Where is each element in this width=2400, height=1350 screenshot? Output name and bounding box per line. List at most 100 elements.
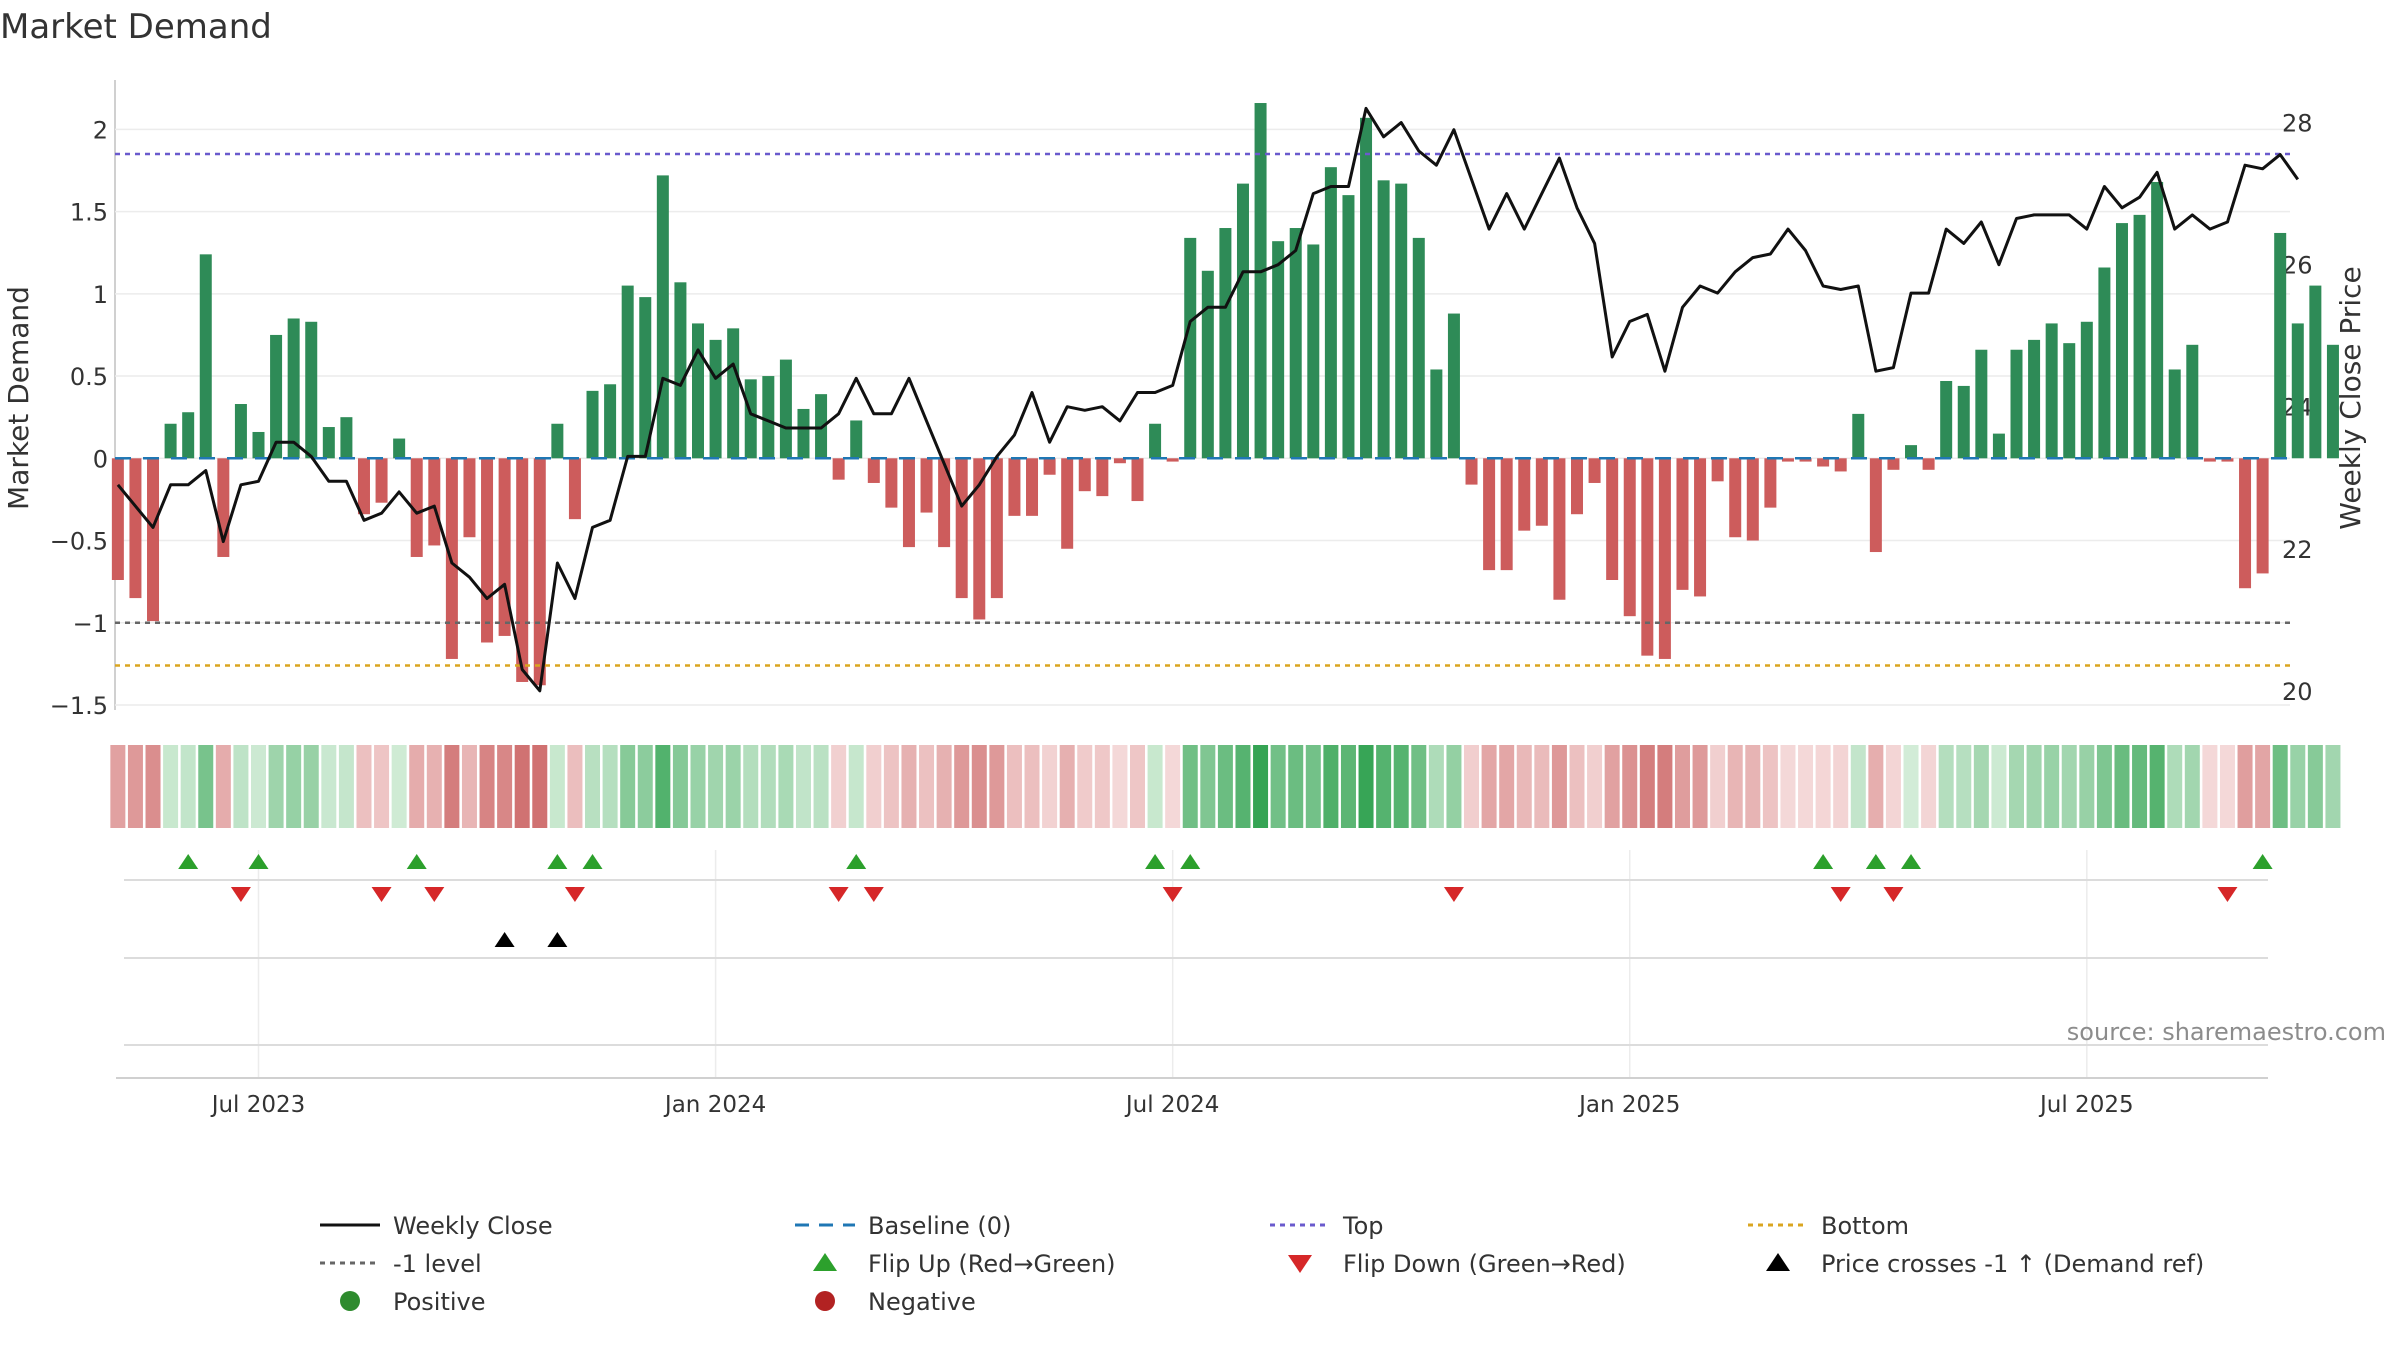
legend-swatch bbox=[1288, 1255, 1312, 1273]
heat-cell bbox=[2079, 745, 2095, 828]
main-plot: −1.5−1−0.500.511.522022242628 bbox=[50, 80, 2339, 720]
positive-demand-bar bbox=[2326, 344, 2339, 459]
heat-cell bbox=[989, 745, 1005, 828]
negative-demand-bar bbox=[129, 458, 142, 599]
negative-demand-bar bbox=[1078, 458, 1091, 492]
positive-demand-bar bbox=[2309, 285, 2322, 459]
heat-cell bbox=[374, 745, 390, 828]
y-tick-label: 0 bbox=[93, 445, 108, 473]
legend-label: Flip Down (Green→Red) bbox=[1343, 1250, 1626, 1278]
heat-cell bbox=[1235, 745, 1251, 828]
positive-demand-bar bbox=[850, 420, 863, 459]
heat-cell bbox=[1622, 745, 1638, 828]
heat-cell bbox=[1780, 745, 1796, 828]
x-tick-label: Jan 2025 bbox=[1577, 1092, 1680, 1118]
negative-demand-bar bbox=[1500, 458, 1513, 571]
heat-cell bbox=[655, 745, 671, 828]
heat-cell bbox=[2026, 745, 2042, 828]
x-tick-label: Jan 2024 bbox=[663, 1092, 766, 1118]
negative-demand-bar bbox=[920, 458, 933, 513]
heat-cell bbox=[795, 745, 811, 828]
y-tick-label: 0.5 bbox=[70, 363, 108, 391]
y2-tick-label: 20 bbox=[2282, 678, 2313, 706]
positive-demand-bar bbox=[2080, 321, 2093, 459]
positive-demand-bar bbox=[2186, 344, 2199, 459]
heat-cell bbox=[1270, 745, 1286, 828]
positive-demand-bar bbox=[1992, 433, 2005, 459]
legend-label: Top bbox=[1342, 1212, 1384, 1240]
heat-cell bbox=[1499, 745, 1515, 828]
negative-demand-bar bbox=[568, 458, 581, 520]
negative-demand-bar bbox=[867, 458, 880, 483]
positive-demand-bar bbox=[2133, 214, 2146, 459]
negative-demand-bar bbox=[1746, 458, 1759, 541]
heat-cell bbox=[1446, 745, 1462, 828]
heat-cell bbox=[251, 745, 266, 828]
negative-demand-bar bbox=[902, 458, 915, 548]
heat-cell bbox=[1464, 745, 1480, 828]
positive-demand-bar bbox=[1395, 183, 1408, 459]
heat-cell bbox=[1411, 745, 1427, 828]
positive-demand-bar bbox=[2045, 323, 2058, 459]
positive-demand-bar bbox=[2063, 343, 2076, 459]
y-tick-label: −0.5 bbox=[50, 528, 108, 556]
flip-down-marker bbox=[1830, 887, 1851, 902]
positive-demand-bar bbox=[604, 384, 617, 459]
legend-item: Flip Up (Red→Green) bbox=[813, 1250, 1116, 1278]
heat-cell bbox=[2096, 745, 2112, 828]
positive-demand-bar bbox=[1254, 103, 1267, 459]
positive-demand-bar bbox=[234, 404, 247, 459]
y-tick-label: 2 bbox=[93, 116, 108, 144]
legend-item: Baseline (0) bbox=[795, 1212, 1011, 1240]
price-cross-marker bbox=[547, 932, 568, 947]
heat-cell bbox=[1850, 745, 1866, 828]
negative-demand-bar bbox=[1465, 458, 1478, 485]
negative-demand-bar bbox=[1061, 458, 1074, 549]
heat-cell bbox=[1428, 745, 1444, 828]
negative-demand-bar bbox=[533, 458, 546, 686]
heat-cell bbox=[1006, 745, 1022, 828]
positive-demand-bar bbox=[2010, 349, 2023, 459]
legend-label: Baseline (0) bbox=[868, 1212, 1011, 1240]
negative-demand-bar bbox=[1887, 458, 1900, 470]
x-tick-label: Jul 2023 bbox=[210, 1092, 306, 1118]
x-tick-label: Jul 2024 bbox=[1124, 1092, 1220, 1118]
negative-demand-bar bbox=[1518, 458, 1531, 531]
heat-cell bbox=[585, 745, 601, 828]
heat-cell bbox=[514, 745, 530, 828]
heat-cell bbox=[1745, 745, 1761, 828]
legend-item: Negative bbox=[815, 1288, 976, 1316]
positive-demand-bar bbox=[322, 427, 335, 459]
heat-cell bbox=[1991, 745, 2007, 828]
y-tick-label: 1 bbox=[93, 281, 108, 309]
heat-cell bbox=[883, 745, 899, 828]
heat-cell bbox=[1217, 745, 1233, 828]
negative-demand-bar bbox=[1729, 458, 1742, 538]
heat-cell bbox=[233, 745, 249, 828]
source-note: source: sharemaestro.com bbox=[2067, 1018, 2386, 1046]
positive-demand-bar bbox=[1342, 195, 1355, 459]
heat-cell bbox=[391, 745, 407, 828]
heat-cell bbox=[110, 745, 126, 828]
negative-demand-bar bbox=[973, 458, 986, 620]
positive-demand-bar bbox=[1852, 413, 1865, 459]
positive-demand-bar bbox=[1289, 228, 1302, 459]
negative-demand-bar bbox=[1764, 458, 1777, 508]
heat-cell bbox=[2290, 745, 2306, 828]
heat-cell bbox=[2184, 745, 2200, 828]
negative-demand-bar bbox=[1535, 458, 1548, 526]
heat-cell bbox=[1833, 745, 1849, 828]
heat-cell bbox=[268, 745, 284, 828]
positive-demand-bar bbox=[1307, 244, 1320, 459]
heat-cell bbox=[2237, 745, 2253, 828]
heat-cell bbox=[866, 745, 882, 828]
heat-cell bbox=[1885, 745, 1901, 828]
legend-item: Positive bbox=[340, 1288, 486, 1316]
negative-demand-bar bbox=[481, 458, 494, 643]
heat-cell bbox=[1569, 745, 1585, 828]
heat-cell bbox=[1868, 745, 1884, 828]
positive-demand-bar bbox=[1236, 183, 1249, 459]
heat-cell bbox=[2272, 745, 2288, 828]
demand-heat-strip bbox=[110, 745, 2341, 828]
heat-cell bbox=[602, 745, 618, 828]
